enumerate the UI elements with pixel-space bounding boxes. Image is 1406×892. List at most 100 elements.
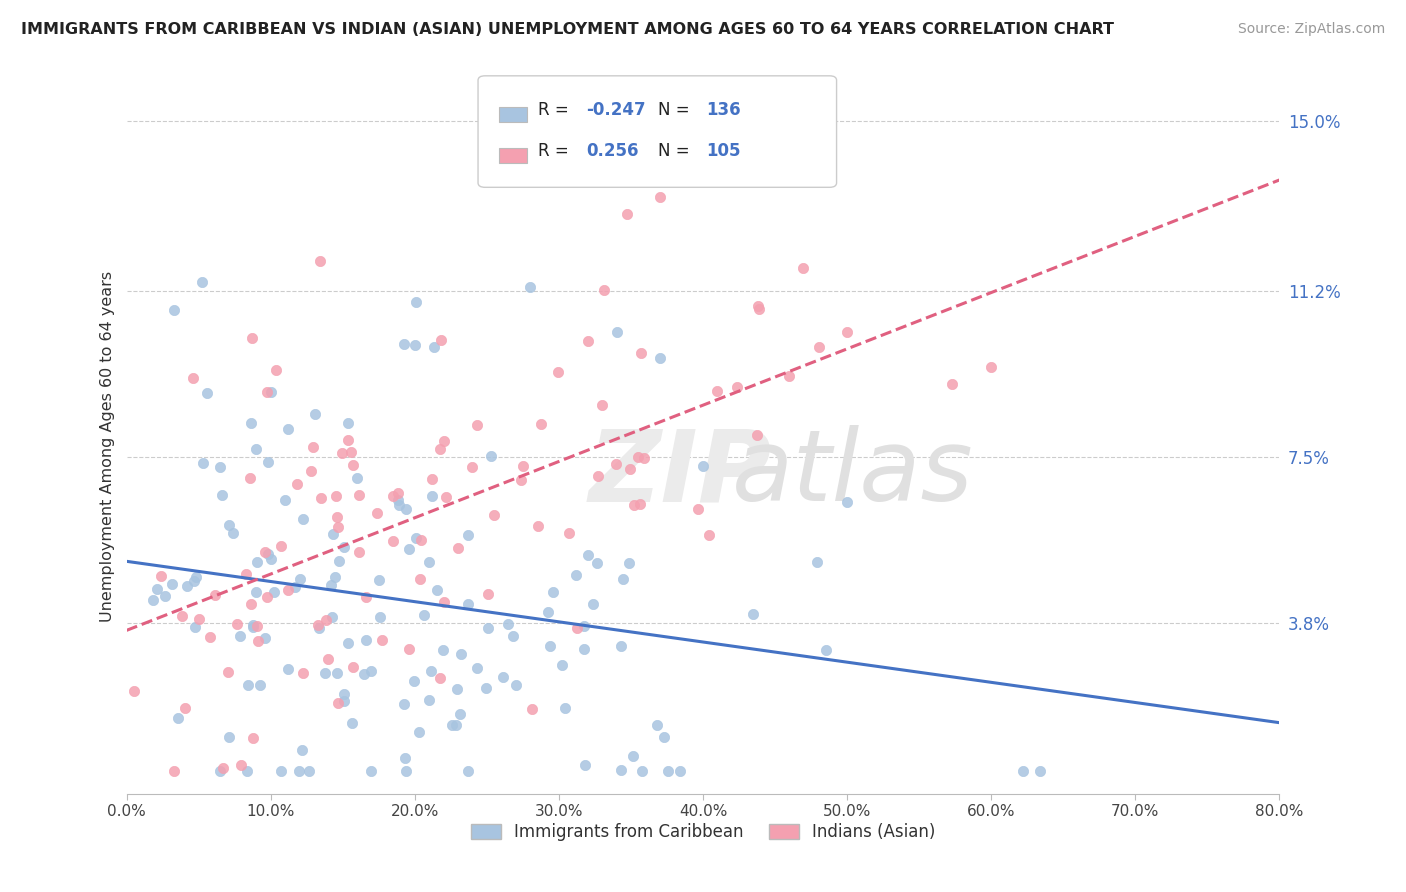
Point [586,469,609,483]
Point [627,450,650,465]
Point [249,678,271,692]
Point [465,661,488,675]
Point [284,580,307,594]
Point [433,434,456,449]
Point [519,279,541,293]
Point [254,631,277,645]
Point [509,473,531,487]
Point [314,665,336,680]
Point [747,428,769,442]
Point [163,302,186,317]
Point [239,471,262,485]
Point [1028,764,1050,779]
Point [404,338,426,352]
Point [405,295,427,310]
Point [371,632,394,647]
Point [277,422,299,436]
Point [236,764,259,779]
Point [457,528,479,542]
Point [578,548,600,562]
Point [422,472,444,486]
Point [606,325,628,339]
Point [257,455,280,469]
Point [302,440,325,454]
Point [287,764,309,779]
Point [195,386,218,401]
Point [557,526,579,541]
Point [188,611,211,625]
Point [333,694,356,708]
Text: 105: 105 [706,142,741,160]
Point [567,621,589,635]
Point [328,696,350,710]
Point [648,190,671,204]
Text: N =: N = [658,142,695,160]
Point [266,363,288,377]
Point [505,678,527,692]
Text: ZIP: ZIP [589,425,772,523]
Point [408,724,430,739]
Point [429,671,451,685]
Point [163,764,186,779]
Legend: Immigrants from Caribbean, Indians (Asian): Immigrants from Caribbean, Indians (Asia… [464,817,942,848]
Point [153,589,176,603]
Point [628,497,651,511]
Text: -0.247: -0.247 [586,101,645,119]
Point [477,621,499,635]
Point [387,493,409,508]
Point [574,641,596,656]
Point [648,351,671,366]
Point [538,639,561,653]
Point [592,283,614,297]
Point [342,660,364,674]
Point [429,442,451,457]
Point [382,533,405,548]
Point [342,458,364,472]
Point [482,508,505,523]
Point [461,460,484,475]
Point [398,642,420,657]
Point [418,555,440,569]
Point [309,254,332,268]
Point [173,700,195,714]
Point [122,684,145,698]
Point [166,711,188,725]
Point [209,460,232,475]
Point [502,629,524,643]
Point [337,434,360,448]
Point [208,764,231,779]
Point [392,337,415,351]
Point [422,340,444,354]
Text: 136: 136 [706,101,741,119]
Point [778,368,800,383]
Point [346,471,368,485]
Point [425,583,447,598]
Point [228,629,250,643]
Point [409,572,432,586]
Point [645,717,668,731]
Point [402,673,425,688]
Point [741,607,763,621]
Point [253,545,276,559]
Point [146,582,169,596]
Point [980,360,1002,375]
Point [619,461,641,475]
Point [440,718,463,732]
Point [449,706,471,721]
Point [256,384,278,399]
Point [181,371,204,385]
Point [576,334,599,348]
Point [270,539,292,553]
Point [245,442,267,456]
Point [342,715,364,730]
Point [654,730,676,744]
Point [307,617,329,632]
Point [270,764,292,779]
Point [657,764,679,779]
Point [245,584,267,599]
Text: N =: N = [658,101,695,119]
Point [273,493,295,508]
Y-axis label: Unemployment Among Ages 60 to 64 years: Unemployment Among Ages 60 to 64 years [100,270,115,622]
Point [610,764,633,778]
Point [686,501,709,516]
